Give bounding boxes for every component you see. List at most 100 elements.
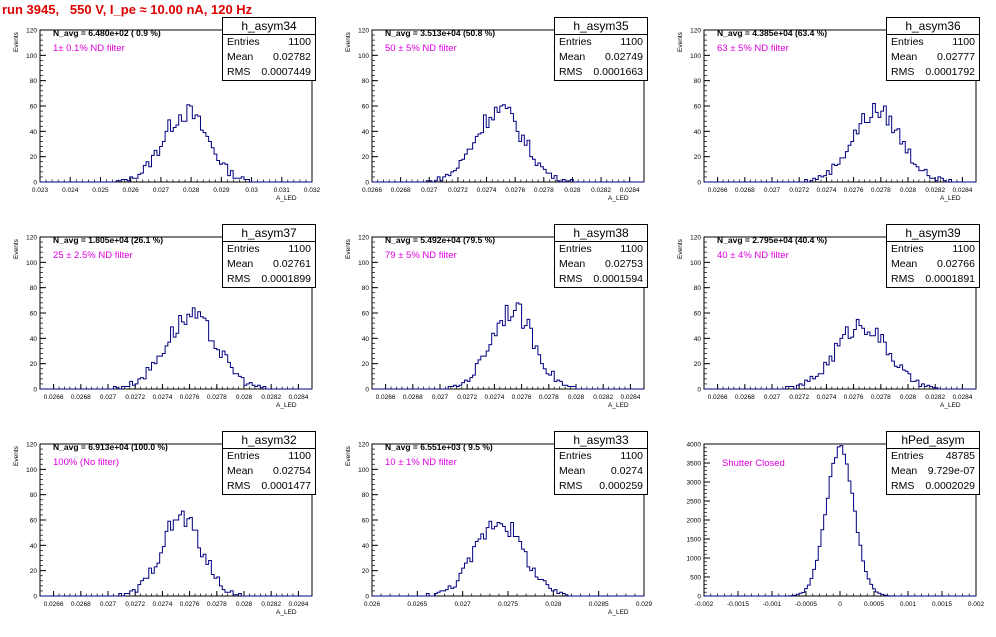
stats-row-rms: RMS 0.0001477 [223, 479, 315, 494]
x-tick-label: 0.0284 [952, 187, 972, 194]
stats-key: Mean [227, 258, 254, 270]
x-tick-label: 0.0268 [403, 394, 423, 401]
x-tick-label: 0.028 [568, 394, 585, 401]
x-tick-label: 0.029 [636, 601, 653, 608]
histogram-pad-4: 0.0266 0.0268 0.027 0.0272 0.0274 0.0276 0.027… [0, 223, 332, 430]
stats-key: Mean [559, 465, 586, 477]
x-tick-label: 0.0278 [207, 601, 227, 608]
histogram-line [372, 104, 644, 183]
y-tick-label: 20 [362, 361, 370, 368]
y-tick-label: 40 [30, 543, 38, 550]
x-tick-label: 0.0266 [376, 394, 396, 401]
x-tick-label: 0.0266 [708, 394, 728, 401]
stats-row-mean: Mean 0.0274 [555, 464, 647, 479]
stats-value-rms: 0.0007449 [261, 66, 311, 78]
x-tick-label: 0.0276 [180, 394, 200, 401]
y-tick-label: 20 [30, 568, 38, 575]
y-tick-label: 0 [33, 594, 37, 601]
y-tick-label: 20 [694, 154, 702, 161]
stats-row-entries: Entries 1100 [887, 35, 979, 50]
stats-value-entries: 48785 [945, 450, 975, 462]
y-tick-label: 3500 [687, 461, 702, 468]
x-tick-label: -0.0015 [727, 601, 749, 608]
x-tick-label: 0.028 [900, 187, 917, 194]
stats-value-entries: 1100 [620, 36, 643, 48]
x-tick-label: 0.0276 [180, 601, 200, 608]
x-tick-label: 0 [838, 601, 842, 608]
stats-key: RMS [891, 273, 915, 285]
stats-key: Entries [227, 243, 260, 255]
x-tick-label: 0.027 [764, 394, 781, 401]
stats-key: RMS [891, 480, 915, 492]
histogram-pad-8: 0.026 0.0265 0.027 0.0275 0.028 0.0285 0.029 0 2… [332, 430, 664, 637]
y-axis-title: Events [345, 32, 352, 52]
x-tick-label: 0.028 [545, 601, 562, 608]
stats-value-entries: 1100 [620, 450, 643, 462]
x-tick-label: 0.0276 [512, 394, 532, 401]
stats-row-mean: Mean 9.729e-07 [887, 464, 979, 479]
x-tick-label: 0.031 [274, 187, 291, 194]
x-axis-title: A_LED [608, 402, 629, 409]
y-tick-label: 2500 [687, 499, 702, 506]
stats-key: Entries [559, 36, 592, 48]
x-tick-label: 0.0266 [708, 187, 728, 194]
stats-row-rms: RMS 0.0001899 [223, 272, 315, 287]
stats-row-rms: RMS 0.000259 [555, 479, 647, 494]
x-tick-label: 0.0278 [207, 394, 227, 401]
x-tick-label: 0.028 [236, 601, 253, 608]
x-tick-label: 0.0268 [735, 187, 755, 194]
x-tick-label: 0.0272 [125, 394, 145, 401]
stats-value-rms: 0.0001891 [925, 273, 975, 285]
x-axis-title: A_LED [608, 609, 629, 616]
y-tick-label: 80 [362, 285, 370, 292]
stats-box: h_asym32 Entries 1100 Mean 0.02754 RMS 0.00014… [222, 431, 316, 495]
x-tick-label: 0.0278 [871, 187, 891, 194]
stats-row-rms: RMS 0.0001663 [555, 65, 647, 80]
stats-row-mean: Mean 0.02754 [223, 464, 315, 479]
y-axis-title: Events [13, 32, 20, 52]
run-title: run 3945, 550 V, I_pe ≈ 10.00 nA, 120 Hz [2, 2, 253, 17]
y-axis-title: Events [13, 446, 20, 466]
x-tick-label: 0.0276 [505, 187, 525, 194]
histogram-canvas: 0.0266 0.0268 0.027 0.0272 0.0274 0.0276 0.027… [690, 235, 977, 401]
y-tick-label: 60 [694, 104, 702, 111]
x-tick-label: 0.028 [236, 394, 253, 401]
y-tick-label: 40 [362, 543, 370, 550]
y-tick-label: 4000 [687, 442, 702, 449]
x-tick-label: 0.0274 [152, 394, 172, 401]
histogram-line [704, 445, 976, 597]
stats-value-rms: 0.0002029 [925, 480, 975, 492]
x-tick-label: 0.0015 [932, 601, 952, 608]
x-tick-label: 0.0274 [152, 601, 172, 608]
histogram-canvas: 0.0266 0.0268 0.027 0.0272 0.0274 0.0276 0.027… [690, 28, 977, 194]
y-tick-label: 3000 [687, 480, 702, 487]
x-tick-label: 0.0272 [125, 601, 145, 608]
stats-key: Mean [227, 51, 254, 63]
histogram-line [40, 104, 312, 183]
stats-box: hPed_asym Entries 48785 Mean 9.729e-07 RMS 0.0… [886, 431, 980, 495]
y-tick-label: 60 [30, 104, 38, 111]
y-tick-label: 80 [30, 285, 38, 292]
x-tick-label: 0.0278 [871, 394, 891, 401]
x-axis-title: A_LED [940, 402, 961, 409]
x-tick-label: 0.024 [62, 187, 79, 194]
stats-histogram-name: hPed_asym [887, 432, 979, 449]
y-tick-label: 40 [694, 336, 702, 343]
histogram-canvas: 0.0266 0.0268 0.027 0.0272 0.0274 0.0276 0.027… [358, 235, 645, 401]
y-tick-label: 100 [26, 467, 37, 474]
y-tick-label: 80 [30, 78, 38, 85]
stats-box: h_asym39 Entries 1100 Mean 0.02766 RMS 0.00018… [886, 224, 980, 288]
x-tick-label: 0.0276 [844, 394, 864, 401]
y-tick-label: 120 [26, 235, 37, 242]
y-tick-label: 40 [362, 129, 370, 136]
y-tick-label: 0 [365, 594, 369, 601]
stats-row-entries: Entries 1100 [223, 449, 315, 464]
stats-key: RMS [559, 66, 583, 78]
y-tick-label: 20 [362, 154, 370, 161]
y-tick-label: 80 [362, 78, 370, 85]
stats-box: h_asym36 Entries 1100 Mean 0.02777 RMS 0.00017… [886, 17, 980, 81]
x-tick-label: 0.0272 [789, 187, 809, 194]
x-axis-title: A_LED [276, 402, 297, 409]
n-avg-label: N_avg = 5.492e+04 (79.5 %) [385, 235, 496, 245]
y-tick-label: 120 [358, 235, 369, 242]
